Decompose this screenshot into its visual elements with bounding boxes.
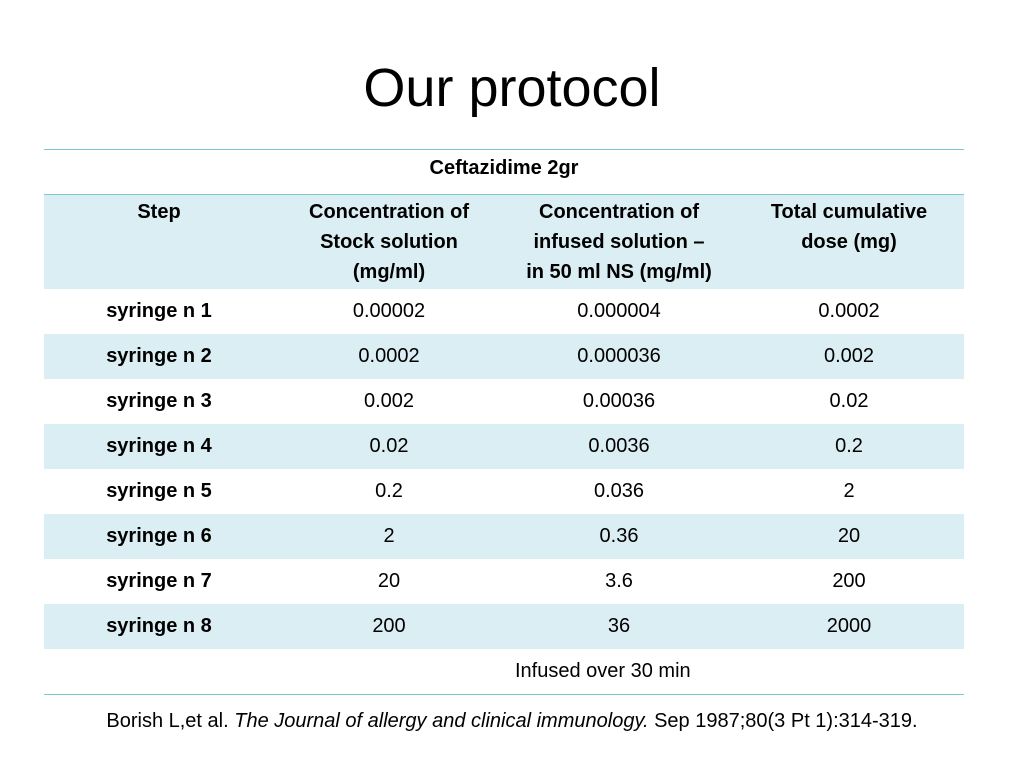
step-cell: syringe n 7 [106, 569, 212, 592]
footer-empty-cell [44, 649, 274, 695]
header-line: Concentration of [309, 201, 469, 223]
table-footer-row: Infused over 30 min [44, 649, 964, 695]
citation-details: Sep 1987;80(3 Pt 1):314-319. [654, 710, 918, 732]
infused-concentration-cell: 3.6 [605, 569, 633, 592]
table-row: syringe n 6 2 0.36 20 [44, 513, 964, 559]
citation-journal: The Journal of allergy and clinical immu… [234, 710, 649, 732]
step-cell: syringe n 2 [44, 333, 274, 379]
stock-concentration-cell: 0.02 [274, 423, 504, 469]
header-line: Concentration of [539, 201, 699, 223]
cumulative-dose-cell: 20 [734, 513, 964, 559]
protocol-table: Ceftazidime 2gr Step Concentration of St… [44, 149, 964, 695]
infused-concentration-cell: 0.0036 [504, 423, 734, 469]
cumulative-dose-cell: 2 [843, 479, 855, 502]
table-row: syringe n 8 200 36 2000 [44, 603, 964, 649]
header-line: infused solution – [533, 231, 705, 253]
stock-concentration-cell: 2 [274, 513, 504, 559]
table-row: syringe n 3 0.002 0.00036 0.02 [44, 379, 964, 424]
infusion-note: Infused over 30 min [515, 659, 691, 682]
table-caption: Ceftazidime 2gr [44, 149, 964, 195]
stock-concentration-cell: 200 [274, 603, 504, 649]
header-line: (mg/ml) [352, 261, 426, 283]
table-header-row: Step Concentration of Stock solution (mg… [44, 194, 964, 289]
table-row: syringe n 7 20 3.6 200 [44, 559, 964, 604]
step-cell: syringe n 5 [106, 479, 212, 502]
infused-concentration-cell: 0.00036 [582, 389, 656, 412]
table-row: syringe n 5 0.2 0.036 2 [44, 469, 964, 514]
table-row: syringe n 4 0.02 0.0036 0.2 [44, 423, 964, 469]
step-cell: syringe n 6 [44, 513, 274, 559]
stock-concentration-cell: 0.2 [375, 479, 403, 502]
header-line: in 50 ml NS (mg/ml) [526, 261, 712, 283]
citation-authors: Borish L,et al. [106, 710, 229, 732]
cumulative-dose-cell: 0.02 [829, 389, 869, 412]
cumulative-dose-cell: 2000 [734, 603, 964, 649]
infused-concentration-cell: 0.000004 [577, 299, 661, 322]
stock-concentration-cell: 20 [377, 569, 401, 592]
cumulative-dose-cell: 0.002 [734, 333, 964, 379]
step-cell: syringe n 4 [44, 423, 274, 469]
cumulative-dose-cell: 0.0002 [818, 299, 880, 322]
header-line: dose (mg) [801, 231, 897, 253]
step-cell: syringe n 3 [106, 389, 212, 412]
step-cell: syringe n 8 [44, 603, 274, 649]
cumulative-dose-cell: 200 [832, 569, 866, 592]
column-header-infused-concentration: Concentration of infused solution – in 5… [504, 194, 734, 289]
column-header-cumulative-dose: Total cumulative dose (mg) [734, 194, 964, 289]
stock-concentration-cell: 0.00002 [352, 299, 426, 322]
column-header-step: Step [44, 194, 274, 289]
table-caption-row: Ceftazidime 2gr [44, 149, 964, 195]
infused-concentration-cell: 0.000036 [504, 333, 734, 379]
header-line: Total cumulative [770, 201, 928, 223]
step-cell: syringe n 1 [106, 299, 212, 322]
table-row: syringe n 1 0.00002 0.000004 0.0002 [44, 289, 964, 334]
header-line: Step [137, 201, 181, 223]
cumulative-dose-cell: 0.2 [734, 423, 964, 469]
slide-title: Our protocol [363, 58, 661, 118]
infused-concentration-cell: 0.036 [593, 479, 645, 502]
infused-concentration-cell: 36 [504, 603, 734, 649]
footer-empty-cell [274, 649, 504, 695]
header-line: Stock solution [320, 231, 458, 253]
table-row: syringe n 2 0.0002 0.000036 0.002 [44, 333, 964, 379]
column-header-stock-concentration: Concentration of Stock solution (mg/ml) [274, 194, 504, 289]
citation: Borish L,et al. The Journal of allergy a… [0, 707, 1024, 735]
stock-concentration-cell: 0.0002 [274, 333, 504, 379]
stock-concentration-cell: 0.002 [363, 389, 415, 412]
infused-concentration-cell: 0.36 [504, 513, 734, 559]
